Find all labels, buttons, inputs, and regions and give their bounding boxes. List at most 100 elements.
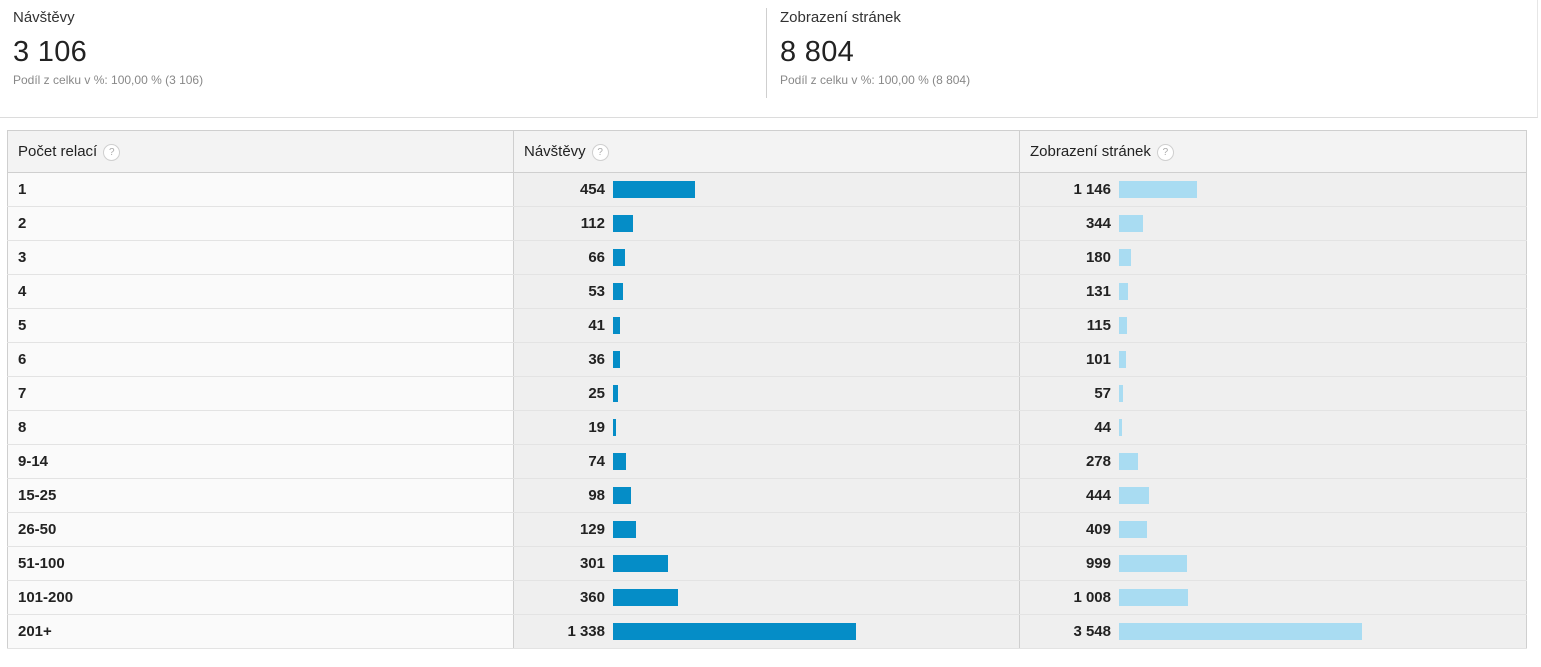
views-bar — [1119, 623, 1362, 640]
visits-bar — [613, 419, 616, 436]
views-bar — [1119, 419, 1122, 436]
visits-cell: 41 — [513, 308, 1020, 343]
views-value: 57 — [1094, 385, 1111, 402]
visits-bar — [613, 555, 668, 572]
visits-cell: 360 — [513, 580, 1020, 615]
views-cell: 131 — [1019, 274, 1527, 309]
visits-bar-track — [613, 283, 993, 300]
column-header-visits[interactable]: Návštěvy? — [513, 130, 1020, 173]
views-cell: 1 146 — [1019, 172, 1527, 207]
views-bar-track — [1119, 283, 1499, 300]
views-bar-track — [1119, 419, 1499, 436]
visits-bar — [613, 453, 626, 470]
visits-bar-track — [613, 589, 993, 606]
help-icon[interactable]: ? — [591, 143, 609, 161]
views-value: 3 548 — [1073, 623, 1111, 640]
views-cell: 444 — [1019, 478, 1527, 513]
visits-value: 454 — [579, 181, 605, 198]
session-count-cell: 9-14 — [7, 444, 514, 479]
help-icon[interactable]: ? — [1156, 143, 1174, 161]
views-cell: 101 — [1019, 342, 1527, 377]
table-row: 8 19 44 — [7, 410, 1527, 445]
views-value: 1 146 — [1073, 181, 1111, 198]
visits-bar-track — [613, 623, 993, 640]
visits-bar — [613, 589, 678, 606]
views-value: 115 — [1086, 317, 1111, 334]
summary-panel: Návštěvy 3 106 Podíl z celku v %: 100,00… — [0, 0, 1538, 118]
table-row: 201+ 1 338 3 548 — [7, 614, 1527, 649]
session-count-cell: 6 — [7, 342, 514, 377]
metric-pageviews: Zobrazení stránek 8 804 Podíl z celku v … — [766, 8, 970, 98]
visits-bar — [613, 181, 695, 198]
visits-bar — [613, 623, 856, 640]
visits-bar — [613, 487, 631, 504]
views-value: 999 — [1085, 555, 1111, 572]
visits-bar — [613, 215, 633, 232]
visits-value: 74 — [588, 453, 605, 470]
views-cell: 180 — [1019, 240, 1527, 275]
table-row: 26-50 129 409 — [7, 512, 1527, 547]
visits-value: 53 — [588, 283, 605, 300]
visits-bar — [613, 385, 618, 402]
views-cell: 57 — [1019, 376, 1527, 411]
table-body: 1 454 1 146 2 112 344 3 66 180 4 53 131 5 41 115 6 36 101… — [7, 172, 1527, 649]
visits-value: 19 — [588, 419, 605, 436]
views-bar-track — [1119, 317, 1499, 334]
visits-bar — [613, 283, 623, 300]
views-bar-track — [1119, 215, 1499, 232]
table-row: 4 53 131 — [7, 274, 1527, 309]
visits-cell: 98 — [513, 478, 1020, 513]
visits-value: 129 — [579, 521, 605, 538]
views-value: 44 — [1094, 419, 1111, 436]
views-bar — [1119, 351, 1126, 368]
help-icon[interactable]: ? — [103, 143, 121, 161]
visits-bar-track — [613, 419, 993, 436]
session-count-cell: 15-25 — [7, 478, 514, 513]
visits-bar-track — [613, 317, 993, 334]
visits-value: 25 — [588, 385, 605, 402]
views-value: 180 — [1085, 249, 1111, 266]
views-bar — [1119, 249, 1131, 266]
table-row: 2 112 344 — [7, 206, 1527, 241]
views-bar-track — [1119, 453, 1499, 470]
visits-value: 112 — [580, 215, 605, 232]
table-row: 1 454 1 146 — [7, 172, 1527, 207]
column-header-sessions[interactable]: Počet relací? — [7, 130, 514, 173]
views-cell: 44 — [1019, 410, 1527, 445]
visits-cell: 1 338 — [513, 614, 1020, 649]
metric-visits-value: 3 106 — [13, 36, 88, 68]
session-count-cell: 1 — [7, 172, 514, 207]
visits-value: 301 — [579, 555, 605, 572]
views-bar — [1119, 181, 1197, 198]
views-cell: 278 — [1019, 444, 1527, 479]
views-value: 278 — [1085, 453, 1111, 470]
visits-cell: 112 — [513, 206, 1020, 241]
column-header-pageviews[interactable]: Zobrazení stránek? — [1019, 130, 1527, 173]
views-bar — [1119, 453, 1138, 470]
visits-cell: 301 — [513, 546, 1020, 581]
table-row: 5 41 115 — [7, 308, 1527, 343]
views-value: 444 — [1085, 487, 1111, 504]
visits-bar — [613, 351, 620, 368]
views-bar — [1119, 555, 1187, 572]
column-header-label: Počet relací — [18, 142, 98, 160]
session-count-cell: 7 — [7, 376, 514, 411]
views-bar — [1119, 521, 1147, 538]
visits-bar-track — [613, 351, 993, 368]
views-cell: 409 — [1019, 512, 1527, 547]
views-bar — [1119, 215, 1143, 232]
views-bar-track — [1119, 623, 1499, 640]
views-cell: 1 008 — [1019, 580, 1527, 615]
visits-bar — [613, 249, 625, 266]
visits-bar-track — [613, 215, 993, 232]
visits-bar-track — [613, 521, 993, 538]
views-bar-track — [1119, 589, 1499, 606]
views-bar-track — [1119, 521, 1499, 538]
table-row: 3 66 180 — [7, 240, 1527, 275]
visits-cell: 74 — [513, 444, 1020, 479]
visits-value: 66 — [588, 249, 605, 266]
views-bar-track — [1119, 555, 1499, 572]
visits-value: 1 338 — [567, 623, 605, 640]
visits-bar-track — [613, 249, 993, 266]
session-count-cell: 5 — [7, 308, 514, 343]
